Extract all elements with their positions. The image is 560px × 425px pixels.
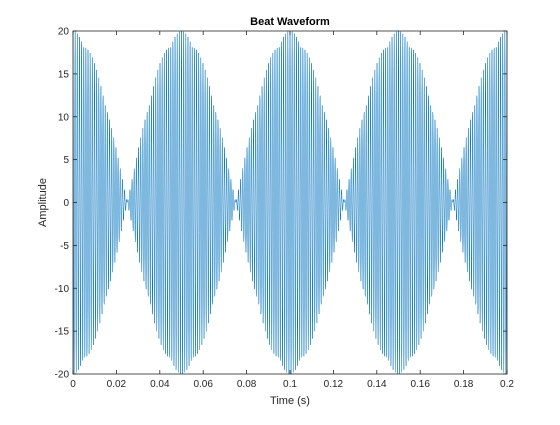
x-axis-label: Time (s): [270, 395, 310, 407]
x-tick-label-6: 0.12: [324, 379, 344, 390]
y-tick-label-6: 10: [58, 112, 70, 123]
x-tick-label-0: 0: [70, 379, 76, 390]
x-tick-label-8: 0.16: [410, 379, 430, 390]
x-tick-label-2: 0.04: [150, 379, 170, 390]
y-tick-label-0: -20: [55, 370, 70, 381]
x-tick-label-3: 0.06: [193, 379, 213, 390]
y-tick-label-1: -15: [55, 327, 70, 338]
x-tick-label-4: 0.08: [237, 379, 257, 390]
y-tick-label-5: 5: [63, 155, 69, 166]
y-tick-label-3: -5: [60, 241, 69, 252]
y-tick-label-7: 15: [58, 69, 70, 80]
axes-layer: 0 0.02 0.04 0.06 0.08 0.1 0.12 0.14 0.16 0.18 0.2 -…: [55, 27, 515, 391]
x-tick-label-9: 0.18: [454, 379, 474, 390]
y-tick-label-2: -10: [55, 284, 70, 295]
x-tick-label-1: 0.02: [107, 379, 127, 390]
y-axis-label: Amplitude: [37, 178, 49, 227]
x-tick-label-7: 0.14: [367, 379, 387, 390]
y-tick-label-4: 0: [63, 198, 69, 209]
chart-title: Beat Waveform: [250, 16, 330, 28]
x-tick-label-10: 0.2: [500, 379, 514, 390]
y-tick-label-8: 20: [58, 27, 70, 38]
x-tick-label-5: 0.1: [283, 379, 297, 390]
